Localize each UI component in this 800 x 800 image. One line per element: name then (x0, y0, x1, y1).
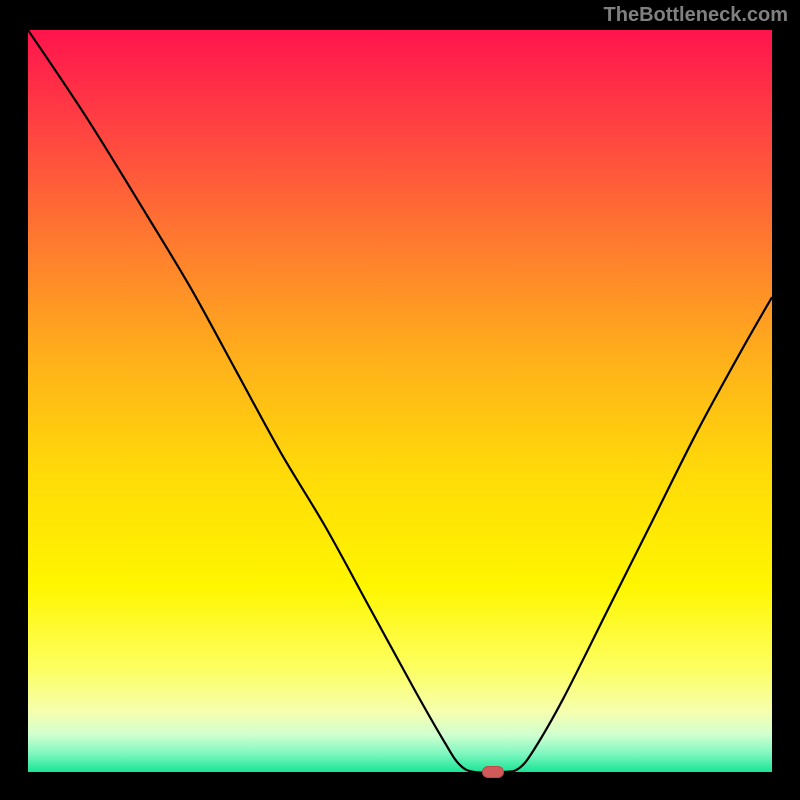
curve-path (28, 30, 772, 772)
optimal-point-marker (482, 766, 504, 778)
watermark-text: TheBottleneck.com (604, 4, 788, 27)
plot-area (28, 30, 772, 772)
bottleneck-curve (28, 30, 772, 772)
chart-canvas: TheBottleneck.com (0, 0, 800, 800)
